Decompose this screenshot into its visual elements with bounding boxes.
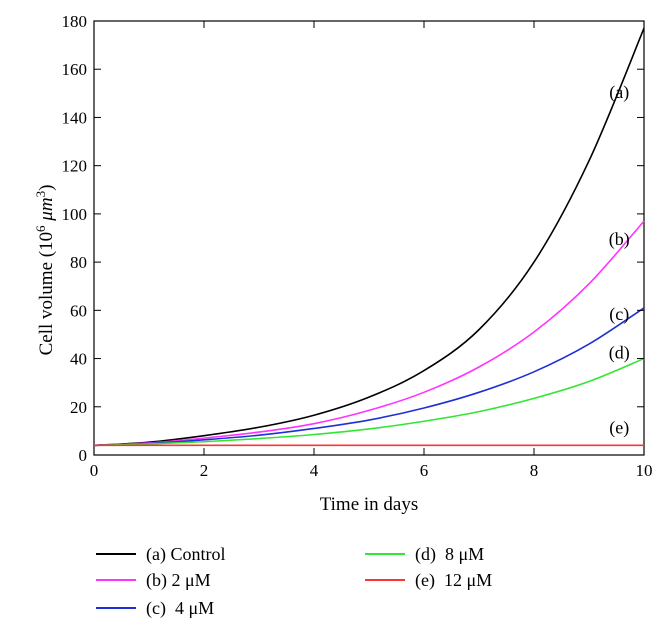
y-tick-label: 60 bbox=[70, 301, 87, 320]
y-axis-title: Cell volume (106 μm3) bbox=[33, 185, 57, 356]
series-line-1 bbox=[93, 27, 645, 447]
x-tick-label: 8 bbox=[530, 461, 539, 480]
y-axis-title-close: ) bbox=[36, 185, 57, 191]
curve-tag: (a) bbox=[609, 82, 629, 103]
y-tick-label: 100 bbox=[62, 205, 88, 224]
y-axis-title-exp1: 6 bbox=[33, 225, 48, 232]
y-tick-label: 40 bbox=[70, 350, 87, 369]
series-line-3 bbox=[93, 307, 645, 447]
x-tick-label: 4 bbox=[310, 461, 319, 480]
y-tick-label: 80 bbox=[70, 253, 87, 272]
curve-tag: (d) bbox=[609, 343, 630, 364]
y-axis-title-main: Cell volume (10 bbox=[36, 232, 57, 355]
y-axis-title-unit: μm bbox=[36, 197, 57, 225]
y-tick-label: 160 bbox=[62, 60, 88, 79]
x-tick-label: 10 bbox=[636, 461, 653, 480]
curve-tag: (b) bbox=[609, 229, 630, 250]
series-line-4 bbox=[93, 357, 645, 447]
x-tick-label: 2 bbox=[200, 461, 209, 480]
series-line-2 bbox=[93, 220, 645, 447]
plot-frame bbox=[93, 20, 645, 456]
y-tick-label: 140 bbox=[62, 108, 88, 127]
y-tick-label: 0 bbox=[79, 446, 88, 465]
x-tick-label: 0 bbox=[90, 461, 99, 480]
x-axis-title: Time in days bbox=[320, 494, 419, 515]
curve-tag: (e) bbox=[609, 417, 629, 438]
y-axis-title-exp2: 3 bbox=[33, 191, 48, 198]
curve-tags: (a) (b) (c) (d) (e) bbox=[609, 82, 630, 438]
x-tick-label: 6 bbox=[420, 461, 429, 480]
curve-tag: (c) bbox=[609, 304, 629, 325]
y-tick-label: 120 bbox=[62, 157, 88, 176]
y-tick-label: 180 bbox=[62, 12, 88, 31]
y-tick-label: 20 bbox=[70, 398, 87, 417]
curves bbox=[93, 27, 645, 447]
plot-area bbox=[93, 20, 645, 456]
